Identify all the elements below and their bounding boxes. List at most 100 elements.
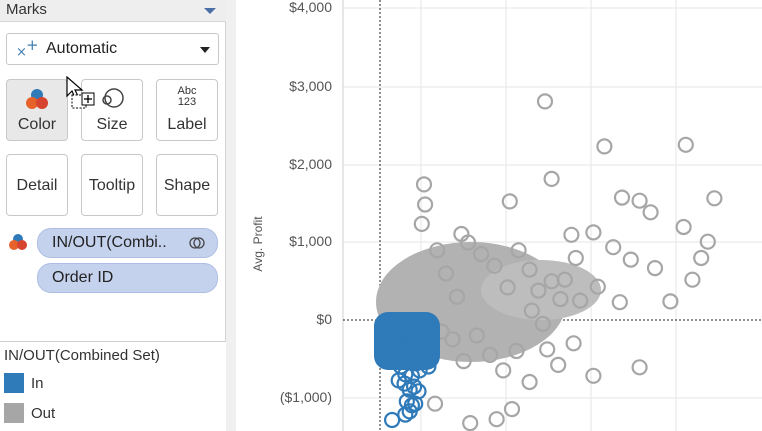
legend-label-out: Out — [31, 405, 56, 422]
size-icon — [102, 88, 124, 108]
scatter-point-out[interactable] — [473, 246, 490, 263]
scatter-point-out[interactable] — [567, 249, 584, 267]
scatter-point-out[interactable] — [530, 282, 547, 299]
color-icon — [26, 89, 48, 109]
scatter-chart: Avg. Profit $4,000 $3,000 $2,000 $1,000 $0 ($… — [251, 0, 762, 431]
color-button[interactable]: Color — [6, 79, 68, 141]
scatter-point-out[interactable] — [510, 242, 527, 259]
scatter-point-in[interactable] — [421, 332, 438, 349]
scatter-point-in[interactable] — [406, 378, 423, 395]
scatter-point-in[interactable] — [408, 355, 425, 372]
tooltip-button[interactable]: Tooltip — [81, 154, 143, 216]
scatter-point-out[interactable] — [499, 279, 516, 296]
scatter-point-out[interactable] — [677, 136, 694, 153]
scatter-point-out[interactable] — [585, 367, 602, 384]
panel-divider[interactable] — [226, 0, 236, 431]
scatter-point-out[interactable] — [444, 331, 461, 348]
scatter-plot: Avg. Profit $4,000 $3,000 $2,000 $1,000 $0 ($… — [236, 0, 762, 431]
scatter-point-out[interactable] — [495, 362, 512, 379]
scatter-point-in[interactable] — [401, 403, 418, 420]
scatter-point-out[interactable] — [426, 395, 444, 412]
scatter-point-out[interactable] — [415, 176, 433, 193]
scatter-point-out[interactable] — [468, 327, 485, 344]
scatter-point-out[interactable] — [642, 204, 659, 221]
label-button[interactable]: Abc 123 Label — [156, 79, 218, 141]
scatter-point-out[interactable] — [552, 291, 569, 308]
scatter-point-out[interactable] — [455, 353, 472, 370]
detail-button[interactable]: Detail — [6, 154, 68, 216]
scatter-point-out[interactable] — [631, 192, 648, 209]
scatter-point-out[interactable] — [523, 302, 540, 319]
field-pill-in-out-combined[interactable]: IN/OUT(Combi.. — [37, 228, 218, 258]
scatter-point-out[interactable] — [684, 271, 701, 288]
marks-menu-caret-icon[interactable] — [204, 8, 216, 14]
scatter-point-out[interactable] — [486, 257, 503, 274]
scatter-point-out[interactable] — [501, 193, 518, 210]
scatter-point-out[interactable] — [508, 342, 525, 360]
set-icon — [189, 237, 205, 249]
scatter-point-out[interactable] — [572, 292, 589, 309]
svg-text:×: × — [16, 45, 27, 60]
y-axis-title: Avg. Profit — [251, 216, 265, 272]
scatter-point-out[interactable] — [543, 170, 560, 187]
scatter-point-out[interactable] — [534, 315, 551, 332]
scatter-point-in[interactable] — [384, 411, 401, 429]
scatter-point-in[interactable] — [401, 381, 418, 398]
scatter-point-out[interactable] — [429, 242, 446, 259]
scatter-point-out[interactable] — [706, 190, 723, 207]
scatter-point-out[interactable] — [596, 138, 613, 155]
scatter-point-out[interactable] — [611, 294, 628, 311]
shape-button[interactable]: Shape — [156, 154, 218, 216]
scatter-point-out[interactable] — [488, 411, 505, 428]
scatter-point-out[interactable] — [613, 189, 631, 206]
scatter-point-out[interactable] — [675, 218, 692, 236]
size-button-label: Size — [96, 116, 128, 133]
scatter-point-out[interactable] — [521, 373, 538, 391]
field-pill-label: IN/OUT(Combi.. — [52, 234, 167, 251]
scatter-point-out[interactable] — [448, 288, 466, 305]
field-pill-order-id[interactable]: Order ID — [37, 263, 218, 293]
scatter-point-out[interactable] — [646, 260, 664, 277]
y-tick-label: $3,000 — [289, 78, 332, 94]
scatter-point-out[interactable] — [693, 249, 710, 267]
scatter-point-out[interactable] — [631, 359, 648, 376]
scatter-point-out[interactable] — [565, 335, 582, 352]
scatter-point-out[interactable] — [622, 251, 639, 268]
y-tick-label: $2,000 — [289, 156, 332, 172]
scatter-point-out[interactable] — [437, 265, 455, 282]
legend-swatch-out — [4, 403, 24, 423]
label-button-label: Label — [167, 116, 207, 133]
scatter-point-out[interactable] — [563, 226, 580, 243]
scatter-point-out[interactable] — [459, 234, 477, 251]
svg-text:+: + — [26, 38, 39, 54]
scatter-point-out[interactable] — [521, 261, 538, 278]
scatter-point-out[interactable] — [481, 346, 499, 363]
marks-panel: Marks × + Automatic Color Size Abc 123 L… — [0, 0, 226, 431]
color-encoding-icon — [9, 234, 27, 250]
scatter-point-out[interactable] — [536, 93, 554, 110]
field-pill-label: Order ID — [52, 269, 114, 286]
legend-title: IN/OUT(Combined Set) — [4, 347, 160, 364]
scatter-point-out[interactable] — [413, 215, 430, 232]
mark-type-dropdown[interactable]: × + Automatic — [6, 33, 219, 65]
scatter-point-out[interactable] — [605, 239, 622, 256]
scatter-point-out[interactable] — [462, 415, 479, 431]
mark-type-value: Automatic — [46, 40, 118, 57]
scatter-point-out[interactable] — [417, 196, 434, 213]
scatter-point-out[interactable] — [662, 293, 679, 310]
scatter-point-out[interactable] — [699, 233, 716, 250]
scatter-point-out[interactable] — [539, 341, 556, 358]
scatter-point-out[interactable] — [585, 224, 602, 241]
detail-button-label: Detail — [16, 177, 58, 194]
y-tick-label: $4,000 — [289, 0, 332, 15]
scatter-point-out[interactable] — [589, 278, 606, 295]
scatter-point-out[interactable] — [503, 401, 521, 418]
scatter-point-in[interactable] — [412, 319, 429, 336]
scatter-point-in[interactable] — [397, 406, 414, 423]
size-button[interactable]: Size — [81, 79, 143, 141]
scatter-point-in[interactable] — [417, 341, 434, 358]
scatter-point-out[interactable] — [550, 356, 567, 373]
color-legend: IN/OUT(Combined Set) In Out — [0, 341, 226, 431]
scatter-point-out[interactable] — [543, 273, 560, 290]
y-tick-label: ($1,000) — [280, 389, 332, 405]
